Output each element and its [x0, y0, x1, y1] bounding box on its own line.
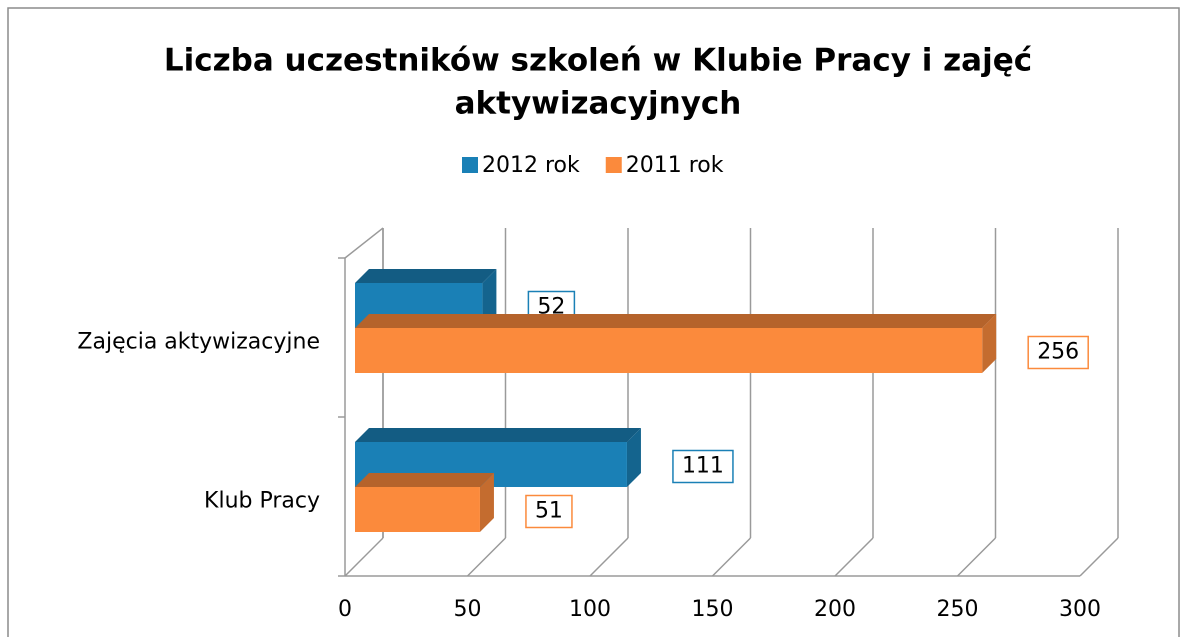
data-label: 51: [535, 499, 563, 524]
x-tick-label: 50: [454, 597, 482, 622]
grid-line: [466, 537, 507, 577]
chart-title: aktywizacyjnych: [455, 86, 742, 122]
data-label: 256: [1037, 340, 1079, 365]
x-tick-label: 100: [569, 597, 611, 622]
data-label: 111: [682, 454, 724, 479]
x-tick-label: 250: [937, 597, 979, 622]
x-tick-label: 200: [814, 597, 856, 622]
grid-line: [834, 537, 874, 577]
x-tick-label: 150: [692, 597, 734, 622]
grid-line: [1079, 537, 1119, 577]
bar-top: [355, 269, 497, 283]
bar-side: [626, 428, 641, 487]
bar-side: [479, 473, 494, 532]
grid-line: [711, 537, 752, 577]
data-label-box: [1027, 335, 1089, 370]
y-tick-label: Zajęcia aktywizacyjne: [77, 330, 320, 355]
bar-top: [355, 428, 641, 442]
bar-top: [355, 314, 997, 328]
grid-line: [956, 537, 997, 577]
axis-line: [344, 227, 384, 259]
chart-title: Liczba uczestników szkoleń w Klubie Prac…: [164, 43, 1032, 79]
bar-side: [482, 269, 497, 328]
bar-top: [355, 473, 494, 487]
grid-line: [344, 537, 384, 577]
legend-swatch: [462, 157, 478, 173]
data-label-box: [525, 494, 573, 529]
y-tick-label: Klub Pracy: [204, 489, 320, 514]
x-tick-label: 300: [1059, 597, 1101, 622]
bar: [355, 328, 983, 373]
bar: [355, 487, 480, 532]
x-tick-label: 0: [338, 597, 352, 622]
bar-side: [982, 314, 997, 373]
data-label-box: [672, 449, 734, 484]
legend-swatch: [605, 157, 622, 173]
legend-label: 2012 rok: [482, 153, 580, 178]
grid-line: [589, 537, 629, 577]
legend-label: 2011 rok: [626, 153, 724, 178]
